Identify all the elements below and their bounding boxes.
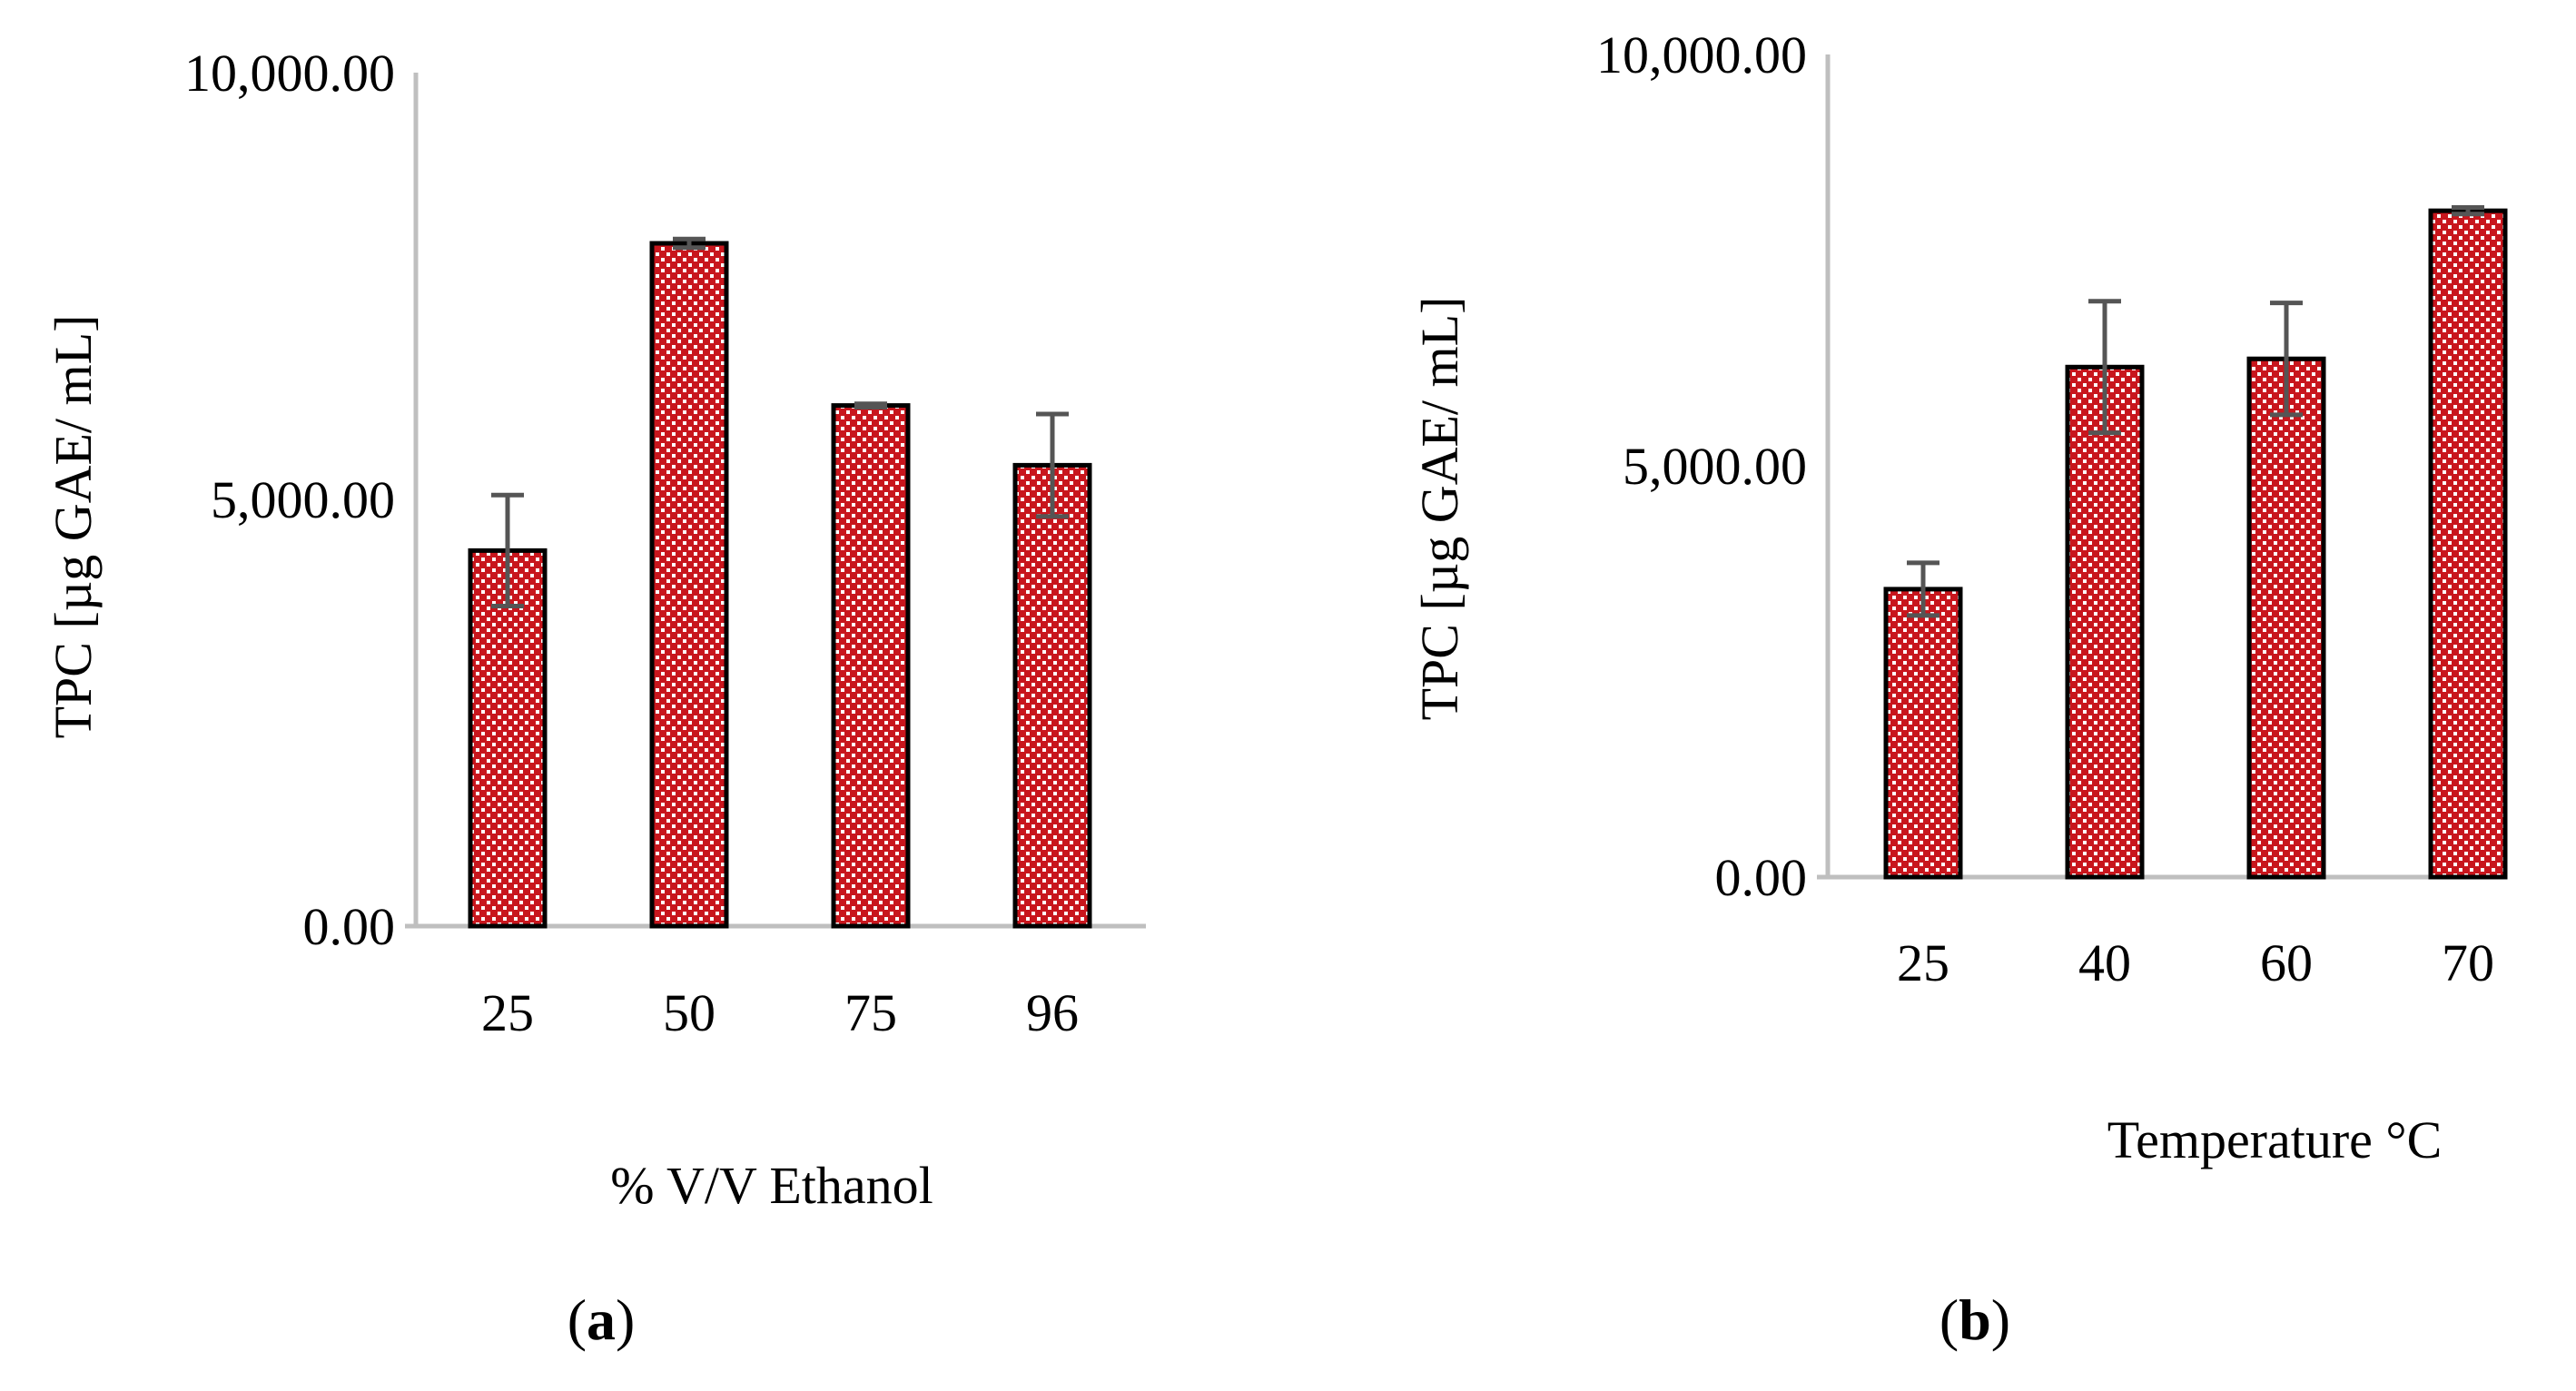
panel-b-xtick-label: 25 [1897,933,1949,992]
panel-b-ytick-labels: 0.00 5,000.00 10,000.00 [1596,25,1807,907]
panel-b-caption: (b) [1939,1287,2010,1352]
panel-a-x-axis-label: % V/V Ethanol [610,1156,933,1215]
panel-a-bar [831,403,911,929]
panel-b-errorbar [2088,299,2121,436]
panel-b-ytick-label: 10,000.00 [1596,25,1807,84]
panel-b-bar [2065,364,2145,880]
panel-b-errorbar [2270,301,2303,418]
panel-a-bar [468,548,548,929]
panel-a-caption: (a) [568,1287,636,1352]
panel-a-xtick-label: 50 [663,983,716,1042]
panel-b-xtick-label: 60 [2260,933,2313,992]
panel-b-ytick-label: 5,000.00 [1623,437,1807,496]
panel-b-xtick-label: 40 [2078,933,2131,992]
panel-a-y-axis-label: TPC [µg GAE/ mL] [44,315,103,739]
panel-b-xtick-labels: 25 40 60 70 [1897,933,2494,992]
panel-b-errorbar [2452,205,2484,217]
panel-a-ytick-label: 5,000.00 [211,470,395,529]
panel-a-ytick-label: 0.00 [303,897,396,956]
panel-a: 0.00 5,000.00 10,000.00 25 50 75 96 TPC [µg G… [44,44,1146,1352]
panel-b-letter: b [1959,1287,1991,1352]
panel-b-y-axis-label: TPC [µg GAE/ mL] [1410,297,1469,721]
panel-a-ytick-label: 10,000.00 [184,44,395,103]
panel-a-errorbars [491,236,1069,608]
panel-a-bars [468,241,1092,929]
panel-a-xtick-label: 75 [844,983,897,1042]
panel-b-ytick-label: 0.00 [1715,848,1808,907]
panel-b-bar [2428,208,2508,880]
panel-b-bars [1883,208,2508,880]
panel-b-bar [2246,356,2326,880]
panel-a-xtick-label: 25 [481,983,534,1042]
panel-b-errorbar [1907,560,1939,618]
panel-a-bar [649,241,729,929]
panel-a-bar [1012,462,1092,929]
panel-b-bar [1883,587,1963,880]
panel-a-ytick-labels: 0.00 5,000.00 10,000.00 [184,44,395,956]
panel-a-letter: a [587,1287,616,1352]
panel-a-xtick-labels: 25 50 75 96 [481,983,1079,1042]
panel-a-errorbar [491,492,524,608]
panel-a-errorbar [854,401,887,409]
panel-a-xtick-label: 96 [1026,983,1079,1042]
panel-a-errorbar [673,236,706,251]
panel-b-errorbars [1907,205,2484,618]
panel-a-errorbar [1036,411,1069,519]
panel-b: 0.00 5,000.00 10,000.00 25 40 60 70 TPC [µg G… [1410,25,2508,1352]
panel-b-xtick-label: 70 [2442,933,2494,992]
panel-b-x-axis-label: Temperature °C [2107,1110,2443,1169]
